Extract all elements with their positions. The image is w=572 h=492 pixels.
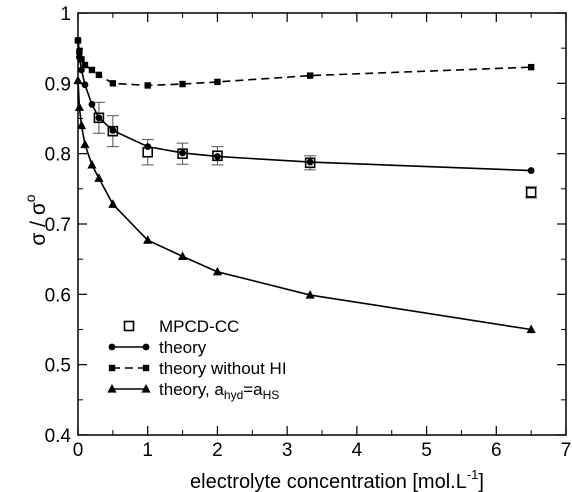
data-point <box>95 114 103 122</box>
legend-label: MPCD-CC <box>159 317 239 336</box>
data-point <box>88 66 96 74</box>
data-point <box>94 173 104 182</box>
series-layer <box>73 37 538 334</box>
data-point <box>76 48 83 55</box>
data-point <box>214 153 221 160</box>
data-point <box>214 78 221 86</box>
data-point <box>81 61 89 69</box>
y-tick-label: 1 <box>60 4 71 25</box>
data-point <box>80 139 90 149</box>
data-point <box>78 66 85 74</box>
series-line <box>77 80 532 331</box>
data-point <box>144 82 151 89</box>
data-point <box>87 159 97 169</box>
legend-entry: theory <box>108 338 207 357</box>
y-tick-label: 0.8 <box>45 145 71 166</box>
legend-label-text: theory without HI <box>159 359 287 378</box>
legend-label: theory, ahyd=aHS <box>159 380 279 402</box>
data-point <box>525 187 537 198</box>
legend-marker <box>142 343 150 351</box>
data-point <box>306 72 314 79</box>
data-point <box>306 158 314 166</box>
y-tick-label: 0.5 <box>45 356 71 377</box>
x-axis-label-main: electrolyte concentration [mol.L <box>190 471 467 492</box>
data-point <box>527 167 535 174</box>
legend-label-sub: hyd <box>224 388 243 402</box>
legend-marker <box>142 364 150 372</box>
x-axis-label-close: ] <box>478 471 484 492</box>
legend-entry: theory without HI <box>108 359 287 378</box>
x-tick-label: 4 <box>352 440 363 461</box>
legend-marker <box>141 384 151 393</box>
data-point <box>81 81 89 89</box>
data-point <box>95 71 103 79</box>
data-point <box>108 199 118 208</box>
legend-label-mid: =a <box>243 380 263 399</box>
series-0 <box>92 101 538 199</box>
x-tick-label: 2 <box>212 440 223 461</box>
data-point <box>78 56 85 63</box>
y-tick-label: 0.6 <box>45 285 71 306</box>
x-tick-label: 0 <box>73 440 84 461</box>
legend-label: theory <box>159 338 207 357</box>
legend-entry: theory, ahyd=aHS <box>107 380 279 402</box>
data-point <box>74 37 82 44</box>
legend-label-text: theory, a <box>159 380 224 399</box>
x-tick-label: 7 <box>561 440 572 461</box>
legend: MPCD-CC theory theory without HI theory, ah… <box>107 317 287 402</box>
axes: 0 1 2 3 4 5 6 7 0.4 0.5 0.6 0.7 0.8 0.9 1 <box>45 4 572 461</box>
y-axis-label-sup: o <box>22 194 38 202</box>
series-2 <box>74 37 535 89</box>
legend-label-text: MPCD-CC <box>159 317 239 336</box>
y-axis-label-main: σ / σ <box>27 202 50 245</box>
x-tick-label: 5 <box>421 440 432 461</box>
data-point <box>143 235 153 244</box>
legend-label-text: theory <box>159 338 207 357</box>
data-point <box>109 80 117 87</box>
data-point <box>212 266 223 276</box>
legend-marker <box>108 343 116 351</box>
series-line <box>77 40 532 87</box>
data-point <box>179 80 186 88</box>
data-point <box>73 75 83 85</box>
data-point <box>305 290 315 299</box>
data-point <box>526 324 536 334</box>
data-point <box>88 101 96 108</box>
x-tick-label: 3 <box>282 440 293 461</box>
legend-entry: MPCD-CC <box>123 317 239 336</box>
x-axis-label-sup: -1 <box>467 467 479 482</box>
data-point <box>76 120 87 130</box>
y-tick-label: 0.4 <box>45 426 72 447</box>
legend-marker <box>108 364 116 372</box>
data-point <box>177 251 188 260</box>
legend-marker <box>123 320 135 332</box>
x-axis-label: electrolyte concentration [mol.L-1] <box>190 467 484 492</box>
legend-label: theory without HI <box>159 359 287 378</box>
legend-label-sub: HS <box>263 388 280 402</box>
x-tick-label: 1 <box>142 440 153 461</box>
x-tick-label: 6 <box>491 440 502 461</box>
legend-marker <box>107 384 117 393</box>
data-point <box>179 149 186 157</box>
y-tick-label: 0.9 <box>45 74 71 95</box>
data-point <box>109 127 117 134</box>
data-point <box>527 63 535 71</box>
data-point <box>74 102 84 111</box>
y-axis-label: σ / σo <box>22 194 50 245</box>
series-3 <box>73 75 536 334</box>
data-point <box>144 143 152 151</box>
plot-frame <box>77 12 567 436</box>
y-tick-label: 0.7 <box>45 215 71 236</box>
